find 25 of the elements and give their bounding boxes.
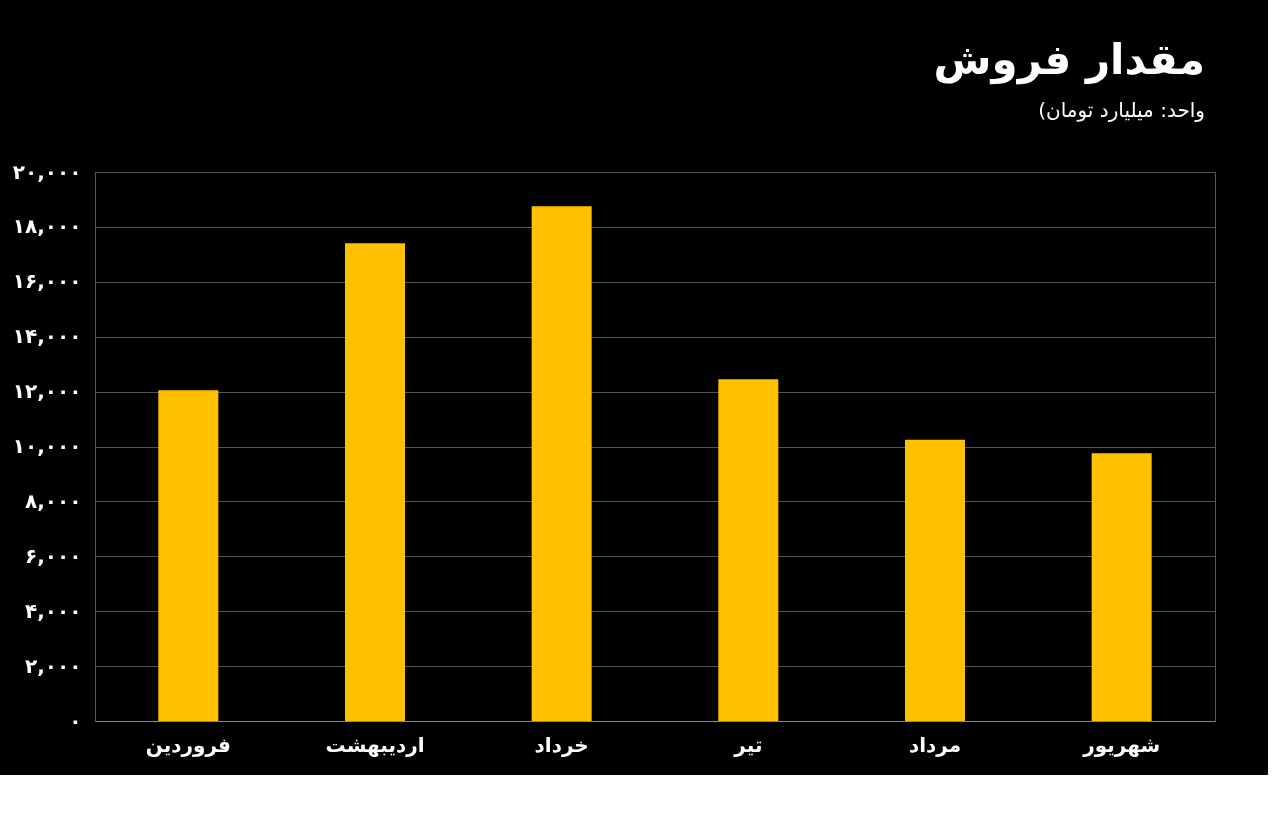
x-tick-label: فروردین (145, 732, 231, 757)
y-tick-label: ۴,۰۰۰ (25, 598, 82, 623)
x-tick-label: تیر (733, 732, 763, 757)
bar (158, 390, 219, 721)
y-tick-label: ۲,۰۰۰ (25, 653, 82, 678)
x-tick-label: شهریور (1082, 732, 1161, 757)
y-tick-label: ۱۲,۰۰۰ (12, 379, 82, 404)
bar (905, 439, 965, 721)
chart-subtitle: (واحد: میلیارد تومان (1038, 98, 1205, 122)
bar (531, 206, 592, 721)
x-tick-label: اردیبهشت (325, 732, 425, 757)
y-tick-label: ۱۰,۰۰۰ (12, 434, 82, 458)
chart-title: مقدار فروش (933, 35, 1205, 85)
bar (718, 379, 779, 721)
x-tick-label: مرداد (908, 732, 962, 757)
y-tick-label: ۰ (69, 708, 82, 733)
y-tick-label: ۶,۰۰۰ (25, 543, 82, 568)
x-tick-label: خرداد (534, 732, 589, 757)
y-tick-label: ۱۶,۰۰۰ (12, 269, 82, 294)
bar (345, 243, 405, 721)
bar (1091, 453, 1152, 721)
y-tick-label: ۸,۰۰۰ (25, 488, 82, 513)
y-tick-label: ۱۴,۰۰۰ (12, 324, 82, 349)
y-tick-label: ۲۰,۰۰۰ (12, 159, 82, 184)
y-tick-label: ۱۸,۰۰۰ (12, 214, 82, 239)
